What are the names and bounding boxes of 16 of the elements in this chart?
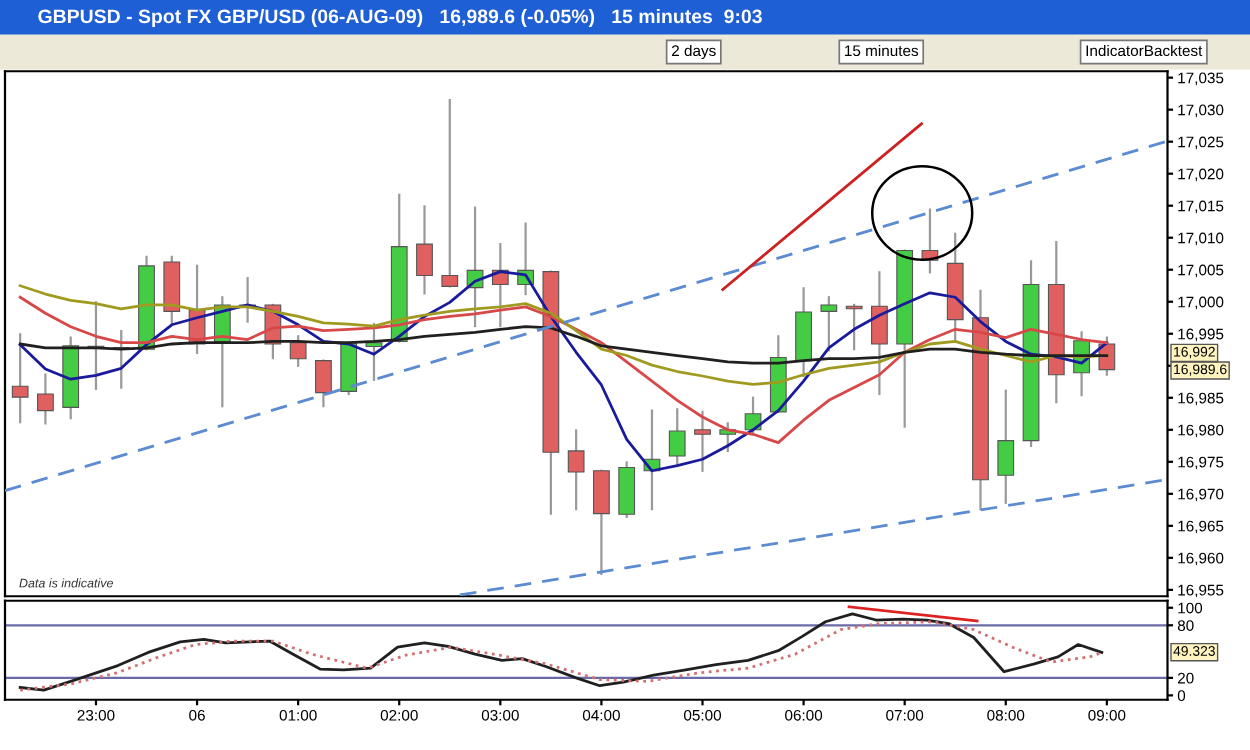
candlestick [11, 333, 29, 424]
candlestick [37, 373, 54, 425]
candlestick [694, 410, 711, 472]
candlestick [289, 335, 307, 367]
candlestick [871, 271, 888, 396]
candlestick [820, 296, 838, 352]
candlestick [997, 389, 1015, 504]
candlestick [593, 469, 610, 575]
candlestick [567, 429, 585, 511]
candlestick [315, 359, 332, 408]
candlestick [668, 408, 686, 467]
chart-title: GBPUSD - Spot FX GBP/USD (06-AUG-09) 16,989.6 (-0.05%) 15 minutes 9:03 [38, 8, 762, 28]
candlestick [744, 396, 762, 435]
candlestick [416, 205, 433, 295]
candlestick [441, 98, 459, 288]
candlestick [618, 461, 636, 518]
